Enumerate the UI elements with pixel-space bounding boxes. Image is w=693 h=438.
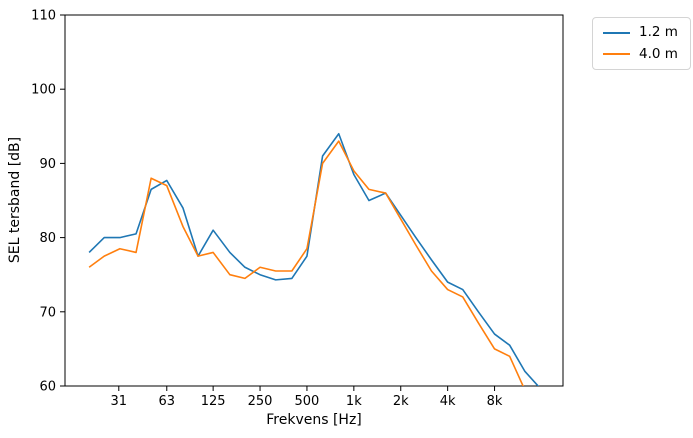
x-tick-label: 250: [248, 394, 273, 409]
y-axis: 60 70 80 90 100 110: [31, 9, 65, 395]
x-tick-label: 2k: [393, 394, 409, 409]
x-axis-label: Frekvens [Hz]: [266, 412, 362, 428]
y-tick-label: 110: [31, 9, 56, 24]
legend-label: 1.2 m: [639, 24, 678, 40]
x-tick-label: 31: [111, 394, 128, 409]
x-axis: 31 63 125 250 500 1k 2k 4k 8k: [111, 386, 503, 409]
x-tick-label: 8k: [487, 394, 503, 409]
x-tick-label: 4k: [440, 394, 456, 409]
legend-entry: 1.2 m: [603, 24, 678, 40]
legend: 1.2 m 4.0 m: [592, 17, 691, 70]
series-lines: [88, 132, 540, 386]
x-tick-label: 1k: [346, 394, 362, 409]
y-tick-label: 100: [31, 83, 56, 98]
y-tick-label: 70: [39, 305, 56, 320]
legend-entry: 4.0 m: [603, 45, 678, 62]
y-tick-label: 60: [39, 380, 56, 395]
plot-area: [64, 14, 564, 387]
legend-label: 4.0 m: [639, 45, 678, 62]
x-tick-label: 63: [159, 394, 176, 409]
y-axis-label: SEL tersband [dB]: [7, 137, 23, 263]
series-line-4.0-m: [88, 140, 524, 386]
legend-line-sample: [603, 31, 630, 34]
y-tick-label: 80: [39, 231, 56, 246]
x-tick-label: 500: [295, 394, 320, 409]
x-tick-label: 125: [201, 394, 226, 409]
legend-line-sample: [603, 53, 630, 56]
series-line-1.2-m: [88, 132, 540, 386]
y-tick-label: 90: [39, 157, 56, 172]
